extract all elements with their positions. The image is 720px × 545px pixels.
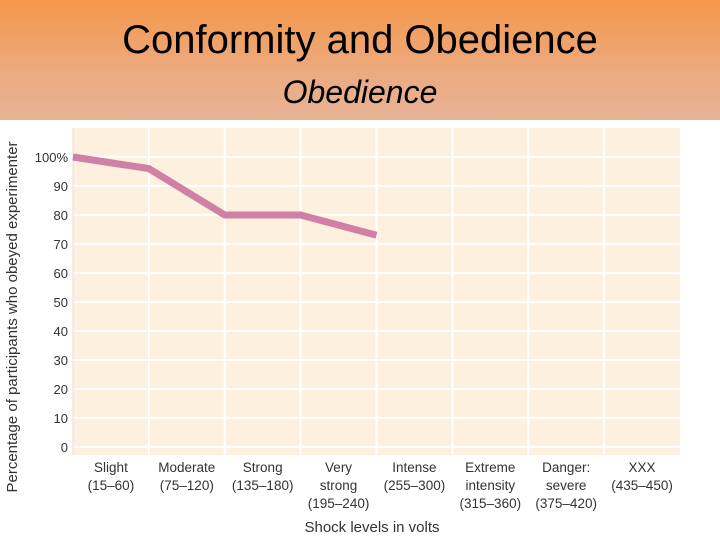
x-tick-name: strong [320,478,358,493]
x-tick-name: Moderate [158,460,215,475]
chart-svg: 0 10 20 30 40 50 60 70 80 90 100% Slight (15–60) Mod… [0,120,720,540]
y-tick-label: 10 [54,411,68,426]
x-tick-labels: Slight (15–60) Moderate (75–120) Strong (135–… [88,460,673,511]
x-tick-label: Very strong (195–240) [308,460,370,511]
x-tick-label: Danger: severe (375–420) [535,460,597,511]
y-tick-label: 100% [35,150,69,165]
x-tick-name: Intense [392,460,436,475]
x-tick-range: (375–420) [535,496,597,511]
x-tick-range: (315–360) [460,496,522,511]
x-tick-name: Very [325,460,352,475]
y-tick-label: 80 [54,208,68,223]
x-tick-range: (135–180) [232,478,294,493]
x-tick-name: Danger: [542,460,590,475]
x-tick-label: Moderate (75–120) [158,460,215,493]
slide-subtitle: Obedience [0,74,720,111]
y-tick-label: 70 [54,237,68,252]
x-tick-name: Extreme [465,460,515,475]
x-tick-label: XXX (435–450) [611,460,673,493]
x-tick-range: (15–60) [88,478,135,493]
x-tick-label: Intense (255–300) [384,460,446,493]
x-tick-range: (75–120) [160,478,214,493]
obedience-chart: 0 10 20 30 40 50 60 70 80 90 100% Slight (15–60) Mod… [0,120,720,540]
y-tick-label: 20 [54,382,68,397]
y-tick-label: 90 [54,179,68,194]
x-tick-label: Extreme intensity (315–360) [460,460,522,511]
slide-title: Conformity and Obedience [0,18,720,63]
y-tick-label: 30 [54,353,68,368]
x-tick-range: (195–240) [308,496,370,511]
x-tick-label: Slight (15–60) [88,460,135,493]
slide-header: Conformity and Obedience Obedience [0,0,720,120]
x-tick-range: (255–300) [384,478,446,493]
y-tick-label: 60 [54,266,68,281]
x-tick-range: (435–450) [611,478,673,493]
y-tick-label: 50 [54,295,68,310]
x-axis-label: Shock levels in volts [304,519,439,536]
x-tick-name: Strong [243,460,283,475]
y-axis-label: Percentage of participants who obeyed ex… [4,141,21,492]
y-tick-label: 40 [54,324,68,339]
x-tick-name: XXX [629,460,656,475]
x-tick-name: severe [546,478,587,493]
y-tick-labels: 0 10 20 30 40 50 60 70 80 90 100% [35,150,69,455]
y-tick-label: 0 [61,440,68,455]
x-tick-name: intensity [466,478,516,493]
x-tick-name: Slight [94,460,128,475]
x-tick-label: Strong (135–180) [232,460,294,493]
